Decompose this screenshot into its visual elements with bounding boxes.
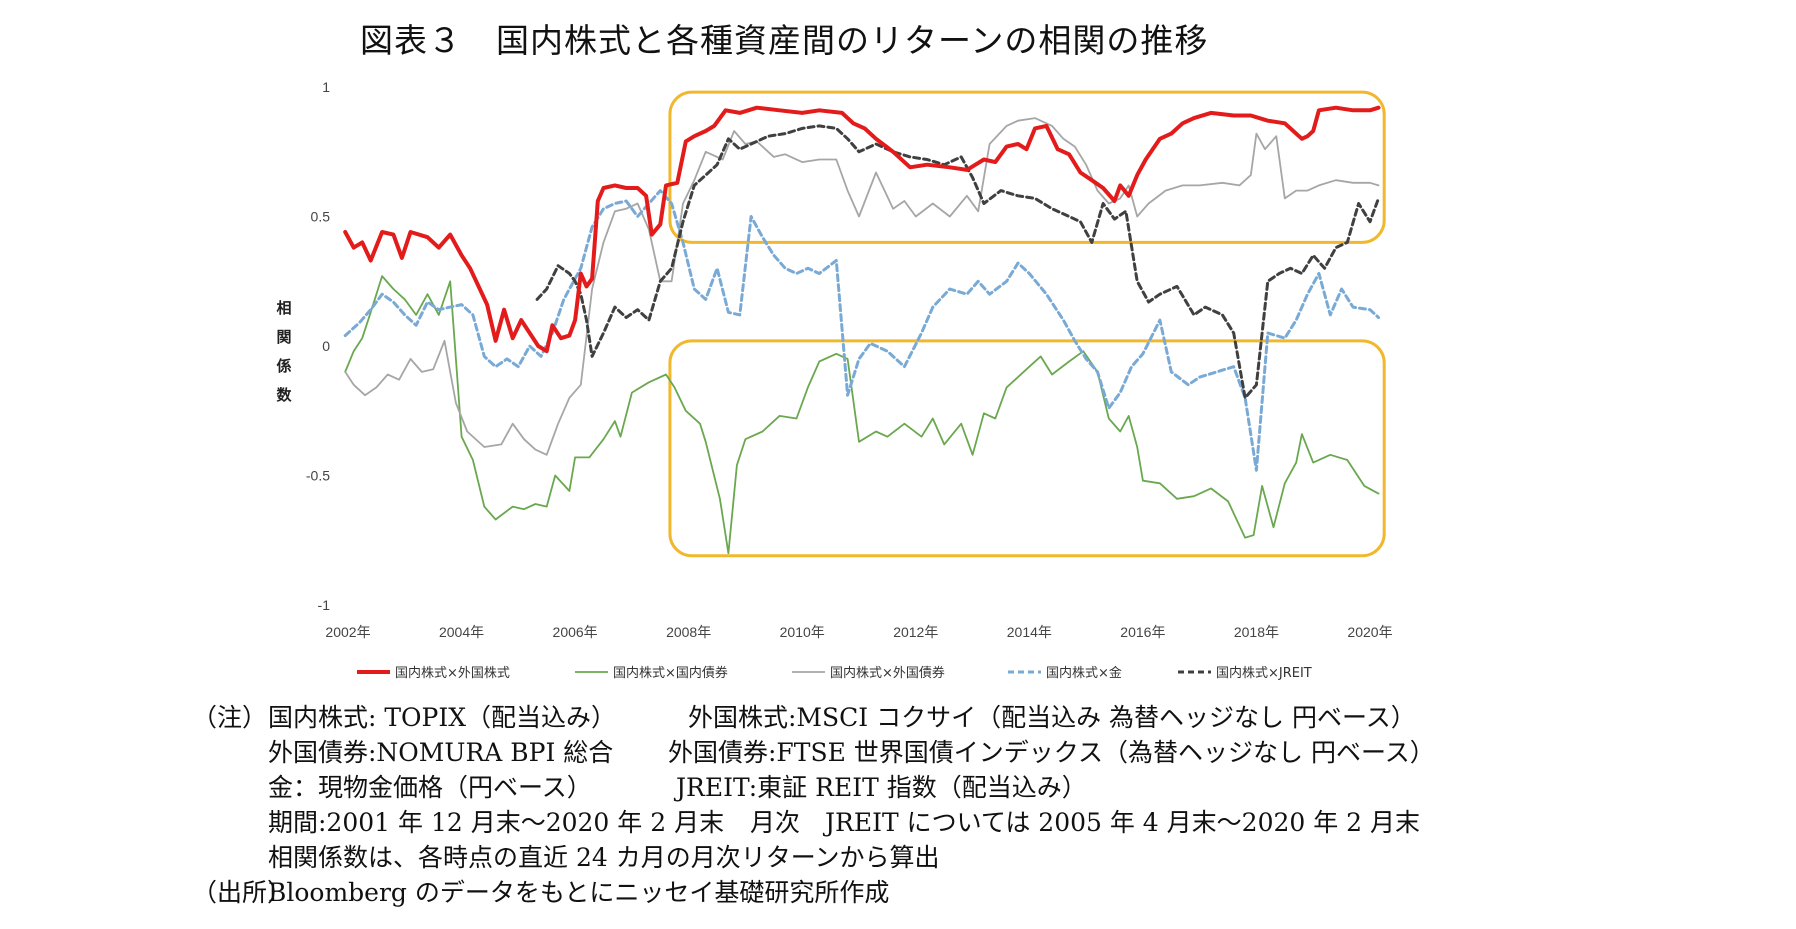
y-axis-label-char: 相 [276,299,291,317]
x-tick-label: 2006年 [553,624,598,640]
note-foreign-bond-2: 外国債券:FTSE 世界国債インデックス（為替ヘッジなし 円ベース） [668,738,1435,767]
legend: 国内株式×外国株式 国内株式×国内債券 国内株式×外国債券 国内株式×金 国内株式×JR… [357,665,1312,681]
y-tick-label: 1 [322,79,330,95]
y-axis-label-char: 数 [276,386,292,404]
correlation-line-chart: 1 0.5 0 -0.5 -1 2002年 2004年 2006年 2008年 2010年 201… [276,79,1392,681]
x-axis: 2002年 2004年 2006年 2008年 2010年 2012年 2014年 2016年… [325,624,1392,640]
y-tick-label: 0.5 [311,209,331,225]
y-tick-label: -0.5 [306,468,330,484]
x-tick-label: 2014年 [1007,624,1052,640]
x-tick-label: 2012年 [893,624,938,640]
series-line-3 [343,189,1380,472]
note-foreign-stock: 外国株式:MSCI コクサイ（配当込み 為替ヘッジなし 円ベース） [688,703,1416,732]
y-axis-label: 相関係数 [276,299,292,404]
x-tick-label: 2008年 [666,624,711,640]
note-foreign-bond-1: 外国債券:NOMURA BPI 総合 [268,738,614,767]
note-domestic-stock: 国内株式: TOPIX（配当込み） [268,703,617,732]
x-tick-label: 2010年 [780,624,825,640]
x-tick-label: 2004年 [439,624,484,640]
highlight-box [668,90,1386,244]
y-tick-label: 0 [322,338,330,354]
legend-label: 国内株式×金 [1046,665,1122,681]
source-text: Bloomberg のデータをもとにニッセイ基礎研究所作成 [268,878,890,907]
chart-title: 図表３ 国内株式と各種資産間のリターンの相関の推移 [360,21,1209,60]
series-line-0 [343,105,1381,354]
y-axis-label-char: 関 [276,328,291,346]
note-gold: 金：現物金価格（円ベース） [268,773,592,802]
highlight-box [668,339,1386,558]
notes: （注） 国内株式: TOPIX（配当込み） 外国株式:MSCI コクサイ（配当込… [192,700,1435,910]
source-prefix: （出所） [192,878,293,907]
note-period-jreit: 月次 JREIT については 2005 年 4 月末～2020 年 2 月末 [750,808,1421,837]
note-correlation-method: 相関係数は、各時点の直近 24 カ月の月次リターンから算出 [268,843,940,872]
series-line-2 [344,117,1380,456]
x-tick-label: 2018年 [1234,624,1279,640]
note-period: 期間:2001 年 12 月末～2020 年 2 月末 [268,808,725,837]
legend-label: 国内株式×JREIT [1216,665,1312,681]
series-lines [343,105,1381,555]
y-tick-label: -1 [318,597,331,613]
highlight-boxes [668,90,1386,558]
series-line-4 [535,124,1380,400]
legend-label: 国内株式×国内債券 [613,665,728,681]
note-prefix: （注） [192,703,268,732]
y-axis-label-char: 係 [276,357,291,375]
series-line-1 [344,275,1380,555]
legend-label: 国内株式×外国債券 [830,665,945,681]
x-tick-label: 2016年 [1120,624,1165,640]
legend-label: 国内株式×外国株式 [395,665,510,681]
note-jreit: JREIT:東証 REIT 指数（配当込み） [676,773,1087,802]
x-tick-label: 2002年 [325,624,370,640]
x-tick-label: 2020年 [1347,624,1392,640]
y-axis: 1 0.5 0 -0.5 -1 [306,79,330,613]
